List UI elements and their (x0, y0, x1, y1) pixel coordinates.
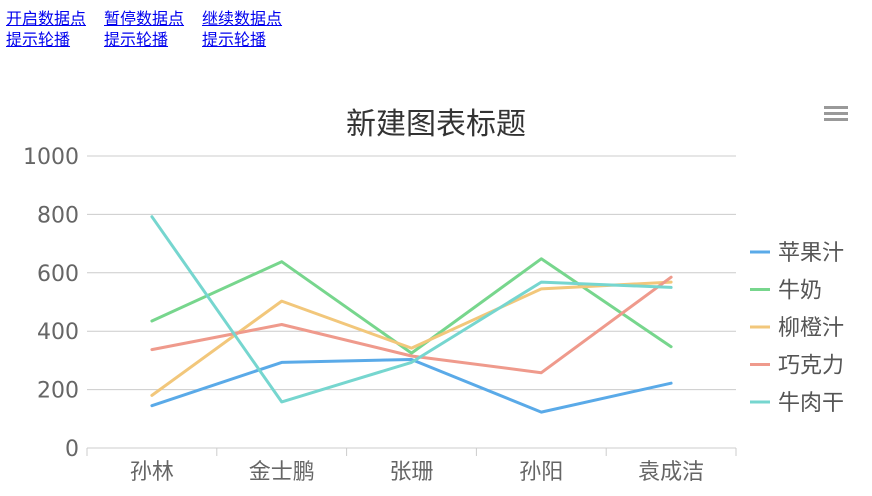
data-point[interactable] (538, 256, 544, 262)
legend-label: 柳橙汁 (778, 316, 844, 341)
data-point[interactable] (668, 274, 674, 280)
data-point[interactable] (279, 399, 285, 405)
y-tick-label: 0 (65, 437, 79, 462)
legend-label: 牛肉干 (778, 391, 844, 416)
data-point[interactable] (149, 392, 155, 398)
data-point[interactable] (279, 259, 285, 265)
x-tick-label: 孙阳 (519, 460, 563, 485)
data-point[interactable] (668, 380, 674, 386)
legend-item[interactable]: 巧克力 (750, 354, 844, 379)
resume-tooltip-rotation-link-line1[interactable]: 继续数据点 (202, 9, 283, 28)
y-tick-label: 600 (37, 262, 79, 287)
data-point[interactable] (538, 286, 544, 292)
data-point[interactable] (668, 284, 674, 290)
series-line[interactable] (150, 275, 673, 375)
start-tooltip-rotation-link[interactable]: 开启数据点 提示轮播 (6, 8, 86, 50)
start-tooltip-rotation-link-line2[interactable]: 提示轮播 (6, 30, 71, 49)
x-tick-label: 孙林 (130, 460, 174, 485)
data-point[interactable] (668, 344, 674, 350)
data-point[interactable] (149, 347, 155, 353)
data-point[interactable] (149, 214, 155, 220)
x-tick-label: 张珊 (389, 460, 433, 485)
data-point[interactable] (538, 370, 544, 376)
legend-item[interactable]: 牛肉干 (750, 391, 844, 416)
y-tick-label: 800 (37, 203, 79, 228)
series-line[interactable] (150, 215, 673, 404)
control-links: 开启数据点 提示轮播 暂停数据点 提示轮播 继续数据点 提示轮播 (6, 8, 282, 50)
data-point[interactable] (409, 359, 415, 365)
data-point[interactable] (149, 403, 155, 409)
chart-title: 新建图表标题 (346, 107, 526, 142)
hamburger-menu-icon[interactable] (822, 104, 848, 126)
y-axis: 0 200 400 600 800 1000 (23, 145, 79, 462)
y-tick-label: 1000 (23, 145, 79, 170)
pause-tooltip-rotation-link-line1[interactable]: 暂停数据点 (104, 9, 185, 28)
legend-item[interactable]: 苹果汁 (750, 241, 844, 266)
resume-tooltip-rotation-link-line2[interactable]: 提示轮播 (202, 30, 267, 49)
data-point[interactable] (279, 321, 285, 327)
y-tick-label: 400 (37, 320, 79, 345)
series-line[interactable] (150, 358, 673, 414)
data-point[interactable] (279, 359, 285, 365)
x-tick-label: 金士鹏 (249, 460, 315, 485)
pause-tooltip-rotation-link-line2[interactable]: 提示轮播 (104, 30, 169, 49)
legend-item[interactable]: 柳橙汁 (750, 316, 844, 341)
y-tick-label: 200 (37, 379, 79, 404)
resume-tooltip-rotation-link[interactable]: 继续数据点 提示轮播 (202, 8, 282, 50)
data-point[interactable] (409, 353, 415, 359)
data-point[interactable] (149, 318, 155, 324)
legend-label: 牛奶 (778, 279, 822, 304)
legend-label: 巧克力 (778, 354, 844, 379)
data-point[interactable] (538, 279, 544, 285)
x-tick-label: 袁成洁 (638, 460, 704, 485)
data-point[interactable] (409, 345, 415, 351)
pause-tooltip-rotation-link[interactable]: 暂停数据点 提示轮播 (104, 8, 184, 50)
legend-item[interactable]: 牛奶 (750, 279, 822, 304)
legend-label: 苹果汁 (778, 241, 844, 266)
data-point[interactable] (538, 409, 544, 415)
start-tooltip-rotation-link-line1[interactable]: 开启数据点 (6, 9, 87, 28)
series-lines (149, 214, 674, 415)
data-point[interactable] (279, 298, 285, 304)
x-axis: 孙林 金士鹏 张珊 孙阳 袁成洁 (86, 447, 737, 485)
